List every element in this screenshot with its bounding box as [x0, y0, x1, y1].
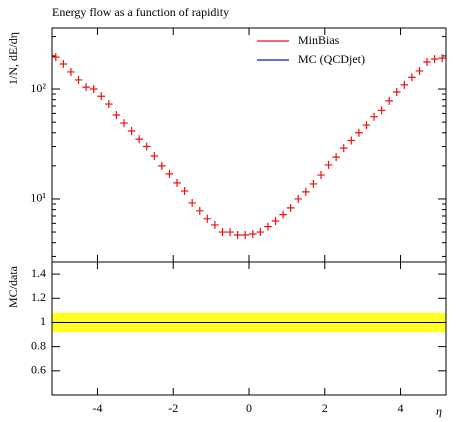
data-point	[408, 73, 416, 82]
data-point	[188, 198, 196, 207]
data-point	[82, 83, 90, 92]
data-point	[150, 151, 159, 160]
data-point	[400, 80, 409, 89]
data-point	[158, 161, 166, 170]
data-point	[347, 136, 356, 145]
y-tick-label: 10¹	[30, 191, 46, 205]
data-point	[392, 87, 401, 96]
data-point	[294, 194, 303, 203]
legend-label: MC (QCDjet)	[298, 52, 365, 66]
data-point	[249, 229, 257, 238]
data-point	[264, 222, 272, 231]
x-axis-label: η	[436, 404, 442, 418]
ratio-y-tick-label: 1.4	[31, 266, 46, 280]
data-point	[180, 187, 189, 196]
x-tick-label: -4	[92, 401, 102, 415]
data-point	[430, 55, 439, 64]
data-point	[377, 106, 386, 115]
data-point	[286, 203, 295, 212]
ratio-y-tick-label: 0.8	[31, 338, 46, 352]
ratio-y-tick-label: 1.2	[31, 290, 46, 304]
data-point	[324, 160, 333, 169]
data-point	[112, 111, 121, 120]
data-point	[317, 171, 325, 180]
data-point	[279, 210, 287, 219]
data-point	[203, 214, 212, 223]
data-point	[211, 220, 219, 229]
data-point	[415, 66, 424, 75]
data-point	[218, 228, 227, 237]
data-point	[233, 231, 242, 240]
data-point	[309, 179, 318, 188]
data-point	[67, 67, 75, 76]
x-tick-label: 2	[322, 401, 328, 415]
data-point	[332, 153, 340, 162]
data-point	[241, 231, 249, 240]
data-point	[89, 85, 98, 94]
ratio-y-tick-label: 1	[40, 314, 46, 328]
main-frame	[51, 27, 447, 263]
data-point	[423, 58, 431, 67]
data-point	[362, 121, 371, 130]
x-tick-label: 4	[398, 401, 404, 415]
data-point	[135, 135, 143, 144]
ratio-y-tick-label: 0.6	[31, 363, 46, 377]
data-point	[105, 100, 113, 109]
data-point	[385, 96, 393, 105]
y-tick-label: 10²	[30, 81, 46, 95]
data-point	[97, 92, 106, 101]
data-point	[339, 144, 348, 153]
data-point	[226, 228, 234, 237]
data-point	[195, 206, 204, 215]
data-point	[142, 142, 151, 151]
x-tick-label: 0	[246, 401, 252, 415]
data-point	[302, 187, 310, 196]
data-point	[74, 75, 83, 84]
data-point	[59, 59, 68, 68]
y-axis-label: 1/N, dE/dη	[6, 32, 20, 85]
ratio-y-axis-label: MC/data	[6, 265, 20, 308]
data-point	[165, 169, 174, 178]
data-point	[173, 178, 181, 187]
data-point	[370, 112, 378, 121]
legend-label: MinBias	[298, 33, 340, 47]
data-point	[120, 119, 128, 128]
data-point	[355, 128, 363, 137]
data-point	[271, 217, 280, 226]
data-point	[438, 54, 446, 63]
chart-title: Energy flow as a function of rapidity	[52, 5, 229, 19]
data-point	[52, 53, 60, 62]
data-point	[256, 228, 265, 237]
data-point	[127, 127, 136, 136]
x-tick-label: -2	[168, 401, 178, 415]
